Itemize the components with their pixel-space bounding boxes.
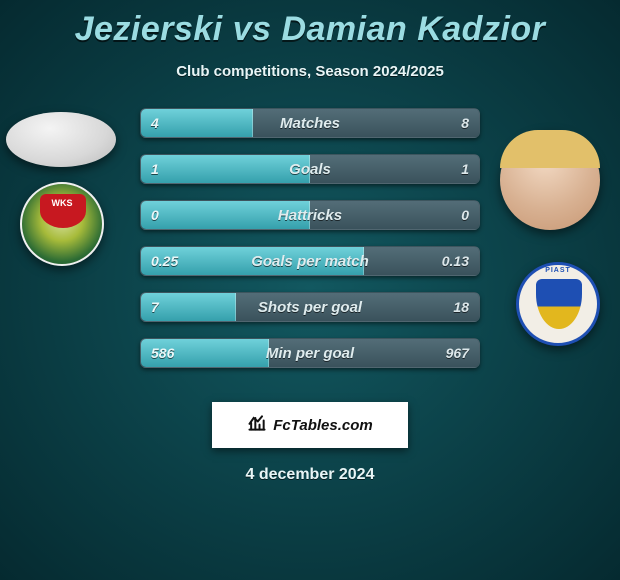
- player-right-avatar: [500, 130, 600, 230]
- brand-badge: FcTables.com: [212, 402, 408, 448]
- stat-bars: 4Matches8 1Goals1 0Hattricks0 0.25Goals per…: [140, 108, 480, 368]
- club-right-badge: [516, 262, 600, 346]
- stat-bar: 7Shots per goal18: [140, 292, 480, 322]
- chart-icon: [247, 413, 267, 437]
- stat-label: Goals per match: [141, 247, 479, 275]
- brand-text: FcTables.com: [273, 417, 372, 434]
- subtitle: Club competitions, Season 2024/2025: [0, 63, 620, 80]
- stat-label: Matches: [141, 109, 479, 137]
- stat-label: Min per goal: [141, 339, 479, 367]
- stat-value-right: 0: [461, 201, 469, 229]
- stat-value-right: 0.13: [442, 247, 469, 275]
- stat-value-right: 1: [461, 155, 469, 183]
- stat-bar: 586Min per goal967: [140, 338, 480, 368]
- comparison-stage: 4Matches8 1Goals1 0Hattricks0 0.25Goals per…: [0, 100, 620, 380]
- page-title: Jezierski vs Damian Kadzior: [0, 0, 620, 49]
- date-text: 4 december 2024: [0, 466, 620, 484]
- stat-bar: 0Hattricks0: [140, 200, 480, 230]
- stat-value-right: 18: [453, 293, 469, 321]
- stat-bar: 0.25Goals per match0.13: [140, 246, 480, 276]
- stat-bar: 4Matches8: [140, 108, 480, 138]
- stat-label: Goals: [141, 155, 479, 183]
- stat-value-right: 8: [461, 109, 469, 137]
- club-left-badge: [20, 182, 104, 266]
- stat-value-right: 967: [446, 339, 469, 367]
- stat-label: Hattricks: [141, 201, 479, 229]
- stat-bar: 1Goals1: [140, 154, 480, 184]
- stat-label: Shots per goal: [141, 293, 479, 321]
- player-left-avatar: [6, 112, 116, 167]
